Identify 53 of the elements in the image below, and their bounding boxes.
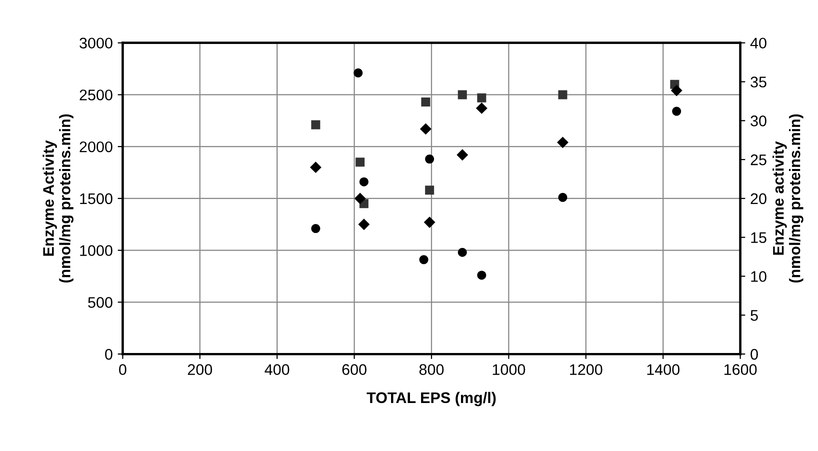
point (456, 149, 468, 161)
point (477, 93, 486, 102)
point (421, 97, 430, 106)
point (311, 224, 320, 234)
y-tick-label: 0 (105, 348, 112, 360)
point (424, 216, 436, 228)
point (425, 154, 434, 164)
point (458, 90, 467, 100)
x-tick-label: 1200 (570, 364, 602, 375)
point (458, 248, 467, 257)
x-tick-label: 1400 (647, 364, 680, 375)
y2-axis-title: Enzyme activity (nmol/mg proteins.min) (772, 114, 804, 283)
point (477, 270, 486, 280)
point (419, 255, 428, 264)
point (420, 123, 432, 135)
x-axis-title: TOTAL EPS (mg/l) (366, 392, 496, 406)
x-tick-label: 0 (119, 364, 126, 375)
point (354, 68, 363, 78)
x-tick-label: 200 (188, 364, 212, 375)
x-tick-label: 600 (342, 364, 366, 375)
y-axis-title: Enzyme Activity (nmol/mg proteins.min) (42, 114, 74, 283)
y-tick-label: 2000 (80, 141, 112, 152)
point (672, 106, 682, 116)
y2-tick-label: 5 (750, 310, 758, 321)
point (359, 177, 368, 186)
point (425, 186, 434, 195)
y-tick-label: 2500 (80, 90, 112, 100)
y2-tick-label: 40 (750, 38, 766, 49)
y2-tick-label: 15 (751, 232, 766, 244)
y2-tick-label: 0 (750, 348, 758, 360)
x-tick-label: 1600 (724, 364, 757, 375)
point (558, 192, 568, 202)
x-tick-label: 400 (264, 364, 290, 375)
y2-tick-label: 35 (750, 76, 766, 88)
point (558, 90, 568, 100)
y2-tick-label: 30 (750, 116, 766, 126)
point (310, 162, 322, 174)
point (358, 218, 370, 230)
x-tick-label: 800 (419, 364, 444, 375)
y-tick-label: 1000 (80, 245, 112, 256)
y2-tick-label: 10 (751, 271, 766, 282)
point (354, 192, 366, 204)
y2-tick-label: 20 (750, 193, 766, 204)
point (311, 120, 320, 130)
x-tick-label: 1000 (492, 364, 526, 375)
point (557, 136, 568, 148)
y-tick-label: 500 (88, 297, 112, 308)
y-tick-label: 1500 (80, 193, 112, 204)
point (476, 102, 488, 114)
point (356, 158, 365, 167)
y2-tick-label: 25 (750, 154, 766, 166)
point (670, 84, 682, 96)
y-tick-label: 3000 (80, 38, 112, 49)
